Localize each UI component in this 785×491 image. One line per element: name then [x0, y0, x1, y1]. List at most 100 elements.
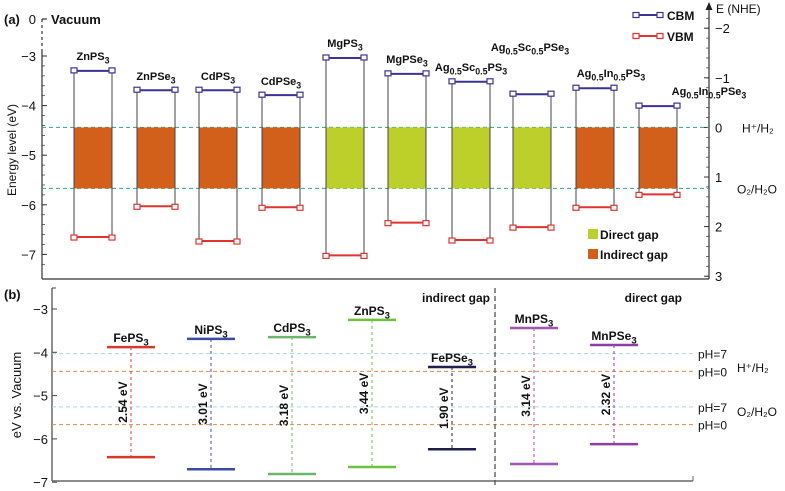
gap-bar [262, 127, 300, 189]
vbm-marker [296, 204, 304, 211]
legend: CBM VBM Direct gap Indirect gap [588, 9, 694, 262]
formula-text: CdPSe [261, 76, 296, 88]
legend-marker [656, 11, 664, 19]
gap-value-label: 2.54 eV [116, 381, 130, 422]
formula-text: ZnPS [76, 51, 104, 63]
legend-label-direct-gap: Direct gap [600, 228, 659, 242]
legend-marker [632, 11, 640, 19]
formula-text: FePSe [431, 351, 468, 365]
gap-bar [576, 127, 614, 189]
formula-text: In [699, 86, 709, 98]
legend-label-vbm: VBM [667, 30, 694, 44]
vbm-marker [360, 252, 368, 259]
vbm-marker [547, 224, 555, 231]
cbm-marker [486, 78, 494, 85]
formula-subscript: 3 [385, 311, 390, 322]
y-axis-label: eV vs. Vacuum [9, 352, 24, 438]
panel-a: (a) 0 Vacuum −3 −4 −5 −6 −7 Energy level (eV) E (… [4, 2, 777, 284]
vbm-marker [384, 220, 392, 227]
material-label: Ag0.5In0.5PS3 [577, 68, 646, 82]
ph-label: pH=0 [698, 419, 727, 433]
formula-subscript: 0.5 [591, 72, 603, 82]
panel-label-b: (b) [4, 287, 21, 302]
formula-text: MnPS [515, 312, 548, 326]
formula-text: NiPS [194, 323, 222, 337]
formula-text: MgPS [327, 38, 358, 50]
formula-subscript: 3 [502, 66, 507, 76]
material-label: NiPS3 [194, 323, 227, 341]
vbm-marker [233, 238, 241, 245]
material-FePSe3: FePSe3 1.90 eV [428, 351, 476, 451]
cbm-marker [448, 78, 456, 85]
material-FePS3: FePS3 2.54 eV [107, 331, 155, 459]
cbm-marker [509, 90, 517, 97]
formula-subscript: 3 [423, 58, 428, 68]
material-label: MnPS3 [515, 312, 554, 330]
y-tick-label: −3 [33, 302, 48, 317]
material-label: Ag0.5Sc0.5PS3 [435, 62, 507, 76]
material-Ag0.5Sc0.5PS3: Ag0.5Sc0.5PS3 [435, 62, 507, 244]
formula-text: P [543, 42, 550, 54]
y-tick-label: −4 [21, 99, 36, 114]
formula-text: Ag [491, 42, 506, 54]
formula-text: Sc [462, 62, 475, 74]
vbm-marker [448, 237, 456, 244]
cbm-marker [233, 86, 241, 93]
cbm-marker [70, 67, 78, 74]
formula-subscript: 0.5 [708, 90, 720, 100]
vbm-marker [486, 237, 494, 244]
right-tick-label: −2 [715, 21, 730, 36]
material-label: CdPS3 [273, 321, 310, 339]
cbm-marker [322, 54, 330, 61]
formula-text: MgPSe [386, 54, 423, 66]
y-axis-label: Energy level (eV) [5, 104, 19, 196]
right-tick-label: −1 [715, 71, 730, 86]
formula-text: S [495, 62, 502, 74]
material-CdPSe3: CdPSe3 [258, 76, 304, 211]
legend-label-indirect-gap: Indirect gap [600, 248, 668, 262]
formula-subscript: 3 [741, 90, 746, 100]
cbm-marker [673, 102, 681, 109]
formula-subscript: 0.5 [475, 66, 487, 76]
material-label: FePS3 [113, 331, 148, 349]
vacuum-label: Vacuum [51, 12, 101, 27]
formula-text: Se [728, 86, 741, 98]
vbm-marker [322, 252, 330, 259]
formula-subscript: 3 [564, 46, 569, 56]
cbm-marker [635, 102, 643, 109]
ph-label: pH=7 [698, 401, 727, 415]
formula-subscript: 3 [143, 338, 148, 349]
formula-subscript: 0.5 [613, 72, 625, 82]
gap-bar [326, 127, 364, 189]
material-label: MgPS3 [327, 38, 363, 52]
legend-marker [656, 32, 664, 40]
material-MgPS3: MgPS3 [322, 38, 368, 259]
cbm-marker [572, 84, 580, 91]
formula-text: P [626, 68, 633, 80]
material-ZnPS3: ZnPS3 3.44 eV [348, 304, 396, 469]
formula-text: ZnPS [354, 304, 385, 318]
gap-bar [199, 127, 237, 189]
vbm-marker [108, 234, 116, 241]
cbm-marker [384, 70, 392, 77]
formula-subscript: 3 [640, 72, 645, 82]
panel-b: (b) −3 −4 −5 −6 −7 eV vs. Vacuum pH=7 pH=0 pH=7 pH… [4, 287, 777, 490]
group-label-indirect: indirect gap [422, 291, 490, 305]
ph-label: pH=0 [698, 365, 727, 379]
y-tick-label: −6 [33, 432, 48, 447]
gap-bar [388, 127, 426, 189]
material-NiPS3: NiPS3 3.01 eV [187, 323, 235, 471]
cbm-marker [296, 91, 304, 98]
vbm-marker [258, 204, 266, 211]
material-MnPS3: MnPS3 3.14 eV [510, 312, 558, 466]
right-tick-label: 2 [715, 220, 722, 235]
material-label: FePSe3 [431, 351, 473, 369]
material-label: ZnPS3 [354, 304, 390, 322]
y-tick-label: −7 [21, 247, 36, 262]
material-label: ZnPSe3 [136, 71, 175, 85]
formula-subscript: 0.5 [506, 46, 518, 56]
formula-subscript: 3 [105, 55, 110, 65]
formula-subscript: 0.5 [531, 46, 543, 56]
o2-couple-label: O₂/H₂O [737, 182, 777, 196]
h2-couple-label: H⁺/H₂ [737, 361, 769, 375]
